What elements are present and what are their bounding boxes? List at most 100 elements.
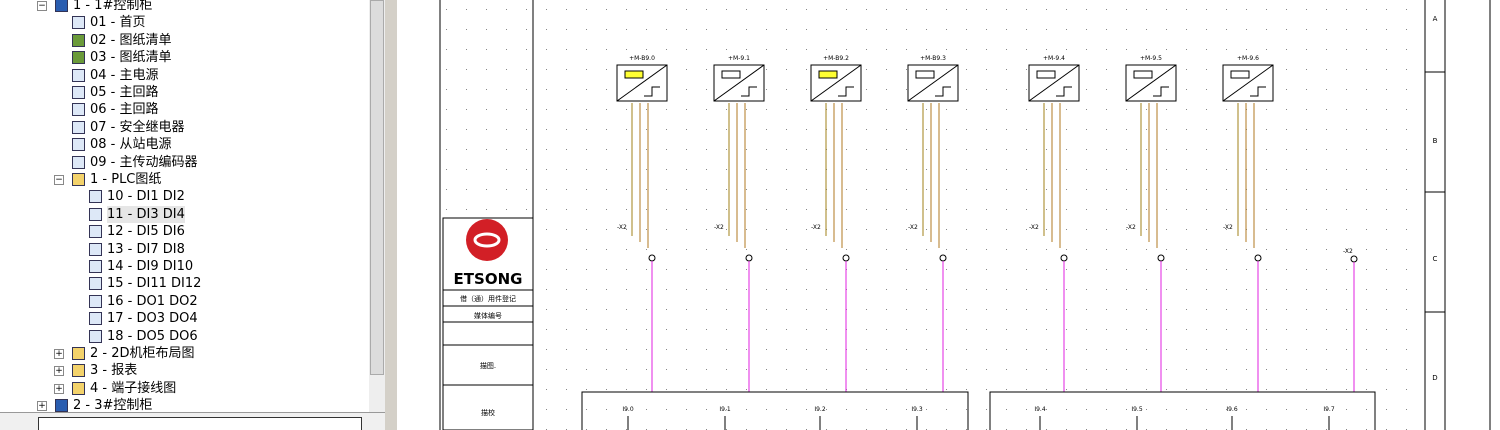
tree-item[interactable]: 14 - DI9 DI10 bbox=[107, 259, 194, 274]
expand-toggle[interactable]: + bbox=[37, 401, 47, 412]
device-diag bbox=[810, 64, 862, 102]
tree-item[interactable]: 10 - DI1 DI2 bbox=[107, 189, 185, 205]
tree-item[interactable]: 15 - DI11 DI12 bbox=[107, 276, 202, 292]
splitter[interactable] bbox=[385, 0, 397, 430]
row-letter: D bbox=[1432, 374, 1437, 382]
input-label: I9.5 bbox=[1131, 406, 1142, 413]
device-indicator bbox=[1133, 70, 1153, 79]
tree-icon bbox=[89, 260, 102, 273]
tree-icon bbox=[89, 207, 102, 221]
device-diag bbox=[616, 64, 668, 102]
tree-item[interactable]: 16 - DO1 DO2 bbox=[107, 293, 198, 309]
expand-toggle[interactable]: + bbox=[54, 366, 64, 377]
tree-icon bbox=[72, 120, 85, 134]
terminal bbox=[1060, 254, 1068, 262]
terminal-label: -X2 bbox=[1223, 224, 1233, 231]
tree-icon bbox=[72, 33, 85, 47]
step-symbol bbox=[741, 86, 757, 97]
scroll-thumb[interactable] bbox=[370, 0, 384, 375]
device-indicator bbox=[915, 70, 935, 79]
step-symbol bbox=[838, 86, 854, 97]
input-label: I9.7 bbox=[1323, 406, 1334, 413]
terminal-label: -X2 bbox=[1029, 224, 1039, 231]
tree-item[interactable]: 18 - DO5 DO6 bbox=[107, 328, 198, 344]
terminal-label: -X2 bbox=[617, 224, 627, 231]
device-label: +M-9.6 bbox=[1237, 55, 1259, 62]
device-label: +M-9.5 bbox=[1140, 55, 1162, 62]
tree-item[interactable]: 05 - 主回路 bbox=[90, 85, 159, 100]
input-label: I9.1 bbox=[719, 406, 730, 413]
terminal-label: -X2 bbox=[908, 224, 918, 231]
expand-toggle[interactable]: + bbox=[54, 349, 64, 359]
tree-item[interactable]: 03 - 图纸清单 bbox=[90, 50, 172, 66]
tree-icon bbox=[89, 294, 102, 308]
tree-icon bbox=[72, 364, 85, 378]
tree-icon bbox=[72, 381, 85, 395]
input-label: I9.0 bbox=[622, 406, 633, 413]
tree-icon bbox=[72, 51, 85, 65]
tree-item[interactable]: 06 - 主回路 bbox=[90, 102, 159, 118]
tree-item[interactable]: 2 - 3#控制柜 bbox=[73, 398, 153, 412]
tree-item[interactable]: 07 - 安全继电器 bbox=[90, 119, 185, 135]
project-tree: − 1 - 1#控制柜 01 - 首页 02 - 图纸清单 03 - 图纸清单 04 - … bbox=[0, 0, 369, 412]
row-letter: C bbox=[1433, 255, 1438, 263]
tree-item[interactable]: 3 - 报表 bbox=[90, 363, 138, 379]
tree-item[interactable]: 17 - DO3 DO4 bbox=[107, 311, 198, 327]
tree-item[interactable]: 08 - 从站电源 bbox=[90, 137, 172, 153]
terminal bbox=[1157, 254, 1165, 262]
tree-item[interactable]: 01 - 首页 bbox=[90, 15, 146, 31]
tree-item[interactable]: 11 - DI3 DI4 bbox=[107, 205, 185, 223]
device-indicator bbox=[1036, 70, 1056, 79]
tree-item[interactable]: 04 - 主电源 bbox=[90, 67, 159, 83]
tree-item[interactable]: 12 - DI5 DI6 bbox=[107, 224, 185, 240]
step-symbol bbox=[1250, 86, 1266, 97]
tree-icon bbox=[72, 68, 85, 82]
tree-icon bbox=[89, 277, 102, 291]
tree-item[interactable]: 02 - 图纸清单 bbox=[90, 32, 172, 48]
step-symbol bbox=[935, 86, 951, 97]
device-label: +M-9.1 bbox=[728, 55, 750, 62]
tree-item[interactable]: 4 - 端子接线图 bbox=[90, 380, 177, 396]
step-symbol bbox=[644, 86, 660, 97]
input-label: I9.6 bbox=[1226, 406, 1237, 413]
terminal bbox=[939, 254, 947, 262]
input-label: I9.3 bbox=[911, 406, 922, 413]
expand-toggle[interactable]: − bbox=[54, 175, 64, 185]
tree-icon bbox=[55, 0, 68, 12]
tree-item[interactable]: 2 - 2D机柜布局图 bbox=[90, 346, 195, 361]
device-diag bbox=[1222, 64, 1274, 102]
tree-icon bbox=[72, 173, 85, 186]
io-module bbox=[581, 391, 969, 430]
row-letter: A bbox=[1433, 15, 1438, 23]
tree-item[interactable]: 1 - 1#控制柜 bbox=[73, 0, 153, 13]
device-label: +M-9.4 bbox=[1043, 55, 1065, 62]
device-indicator bbox=[624, 70, 644, 79]
device-diag bbox=[1028, 64, 1080, 102]
io-module bbox=[989, 391, 1376, 430]
logo-text: ETSONG bbox=[454, 270, 523, 288]
expand-toggle[interactable]: − bbox=[37, 1, 47, 11]
thumbnail-strip bbox=[0, 412, 385, 430]
tree-item[interactable]: 1 - PLC图纸 bbox=[90, 172, 162, 187]
device-diag bbox=[1125, 64, 1177, 102]
tree-item[interactable]: 09 - 主传动编码器 bbox=[90, 154, 198, 170]
row-letter: B bbox=[1433, 137, 1438, 145]
terminal bbox=[1254, 254, 1262, 262]
terminal-label: -X2 bbox=[714, 224, 724, 231]
tree-item[interactable]: 13 - DI7 DI8 bbox=[107, 241, 185, 257]
device-indicator bbox=[721, 70, 741, 79]
tree-icon bbox=[89, 190, 102, 204]
device-label: +M-B9.2 bbox=[823, 55, 849, 62]
device-label: +M-B9.0 bbox=[629, 55, 655, 62]
input-label: I9.4 bbox=[1034, 406, 1045, 413]
expand-toggle[interactable]: + bbox=[54, 383, 64, 394]
terminal-label: -X2 bbox=[811, 224, 821, 231]
device-indicator bbox=[818, 70, 838, 79]
terminal bbox=[648, 254, 656, 262]
thumbnail bbox=[38, 417, 362, 430]
tree-icon bbox=[89, 225, 102, 239]
tree-icon bbox=[89, 312, 102, 326]
terminal bbox=[842, 254, 850, 262]
tree-icon bbox=[72, 347, 85, 360]
